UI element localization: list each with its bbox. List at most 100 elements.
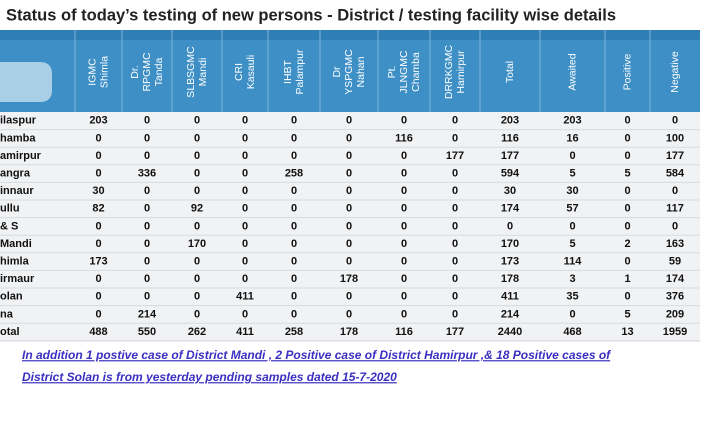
footnote: In addition 1 postive case of District M…: [22, 348, 611, 362]
cell-value: 0: [624, 115, 630, 127]
cell-value: 3: [569, 273, 575, 285]
cell-value: 0: [624, 185, 630, 197]
cell-value: 5: [624, 308, 630, 320]
cell-value: 0: [242, 168, 248, 180]
row-label: olan: [0, 291, 23, 303]
cell-value: 0: [569, 308, 575, 320]
cell-value: 0: [194, 220, 200, 232]
cell-value: 0: [242, 220, 248, 232]
cell-value: 0: [346, 308, 352, 320]
column-header: Negative: [669, 51, 681, 93]
cell-value: 488: [89, 326, 107, 338]
column-header: Palampur: [294, 49, 306, 94]
column-header: Awaited: [566, 53, 578, 90]
cell-value: 0: [346, 115, 352, 127]
cell-value: 116: [501, 132, 519, 144]
column-header: Mandi: [197, 58, 209, 87]
cell-value: 0: [401, 168, 407, 180]
cell-value: 173: [89, 256, 107, 268]
cell-value: 178: [501, 273, 519, 285]
cell-value: 35: [566, 291, 578, 303]
cell-value: 411: [501, 291, 519, 303]
column-header: CRI: [233, 63, 245, 81]
cell-value: 0: [452, 132, 458, 144]
cell-value: 0: [194, 132, 200, 144]
cell-value: 174: [501, 203, 520, 215]
cell-value: 0: [452, 273, 458, 285]
cell-value: 0: [452, 256, 458, 268]
cell-value: 116: [395, 326, 413, 338]
row-label: hamba: [0, 132, 36, 144]
cell-value: 0: [144, 238, 150, 250]
cell-value: 0: [242, 185, 248, 197]
column-header: Tanda: [153, 58, 165, 87]
table-body: [0, 112, 700, 342]
cell-value: 0: [95, 150, 101, 162]
cell-value: 0: [95, 291, 101, 303]
cell-value: 262: [188, 326, 206, 338]
cell-value: 411: [236, 291, 254, 303]
cell-value: 0: [194, 291, 200, 303]
cell-value: 0: [291, 115, 297, 127]
cell-value: 0: [452, 238, 458, 250]
cell-value: 0: [401, 256, 407, 268]
cell-value: 258: [285, 326, 303, 338]
cell-value: 0: [346, 150, 352, 162]
cell-value: 30: [92, 185, 104, 197]
cell-value: 0: [401, 203, 407, 215]
cell-value: 0: [672, 220, 678, 232]
cell-value: 0: [144, 220, 150, 232]
cell-value: 0: [291, 238, 297, 250]
cell-value: 468: [563, 326, 581, 338]
cell-value: 92: [191, 203, 203, 215]
cell-value: 57: [566, 203, 578, 215]
cell-value: 0: [346, 238, 352, 250]
row-label: Mandi: [0, 238, 32, 250]
column-header: Dr.: [129, 65, 141, 78]
cell-value: 173: [501, 256, 519, 268]
cell-value: 0: [95, 132, 101, 144]
cell-value: 177: [446, 150, 464, 162]
cell-value: 336: [138, 168, 156, 180]
cell-value: 0: [194, 115, 200, 127]
cell-value: 0: [242, 238, 248, 250]
footnote: District Solan is from yesterday pending…: [22, 370, 397, 384]
row-label: amirpur: [0, 150, 42, 162]
cell-value: 0: [95, 220, 101, 232]
column-header: Chamba: [410, 52, 422, 92]
cell-value: 177: [666, 150, 684, 162]
cell-value: 0: [95, 238, 101, 250]
cell-value: 13: [621, 326, 633, 338]
cell-value: 5: [569, 168, 575, 180]
cell-value: 0: [291, 291, 297, 303]
cell-value: 203: [563, 115, 581, 127]
cell-value: 584: [666, 168, 685, 180]
cell-value: 0: [194, 308, 200, 320]
cell-value: 0: [95, 273, 101, 285]
header-band: [0, 30, 700, 112]
cell-value: 0: [144, 291, 150, 303]
cell-value: 0: [144, 256, 150, 268]
column-header: Pt.: [386, 66, 398, 79]
cell-value: 2: [624, 238, 630, 250]
cell-value: 0: [194, 168, 200, 180]
cell-value: 0: [569, 150, 575, 162]
cell-value: 0: [452, 168, 458, 180]
cell-value: 209: [666, 308, 684, 320]
cell-value: 170: [501, 238, 519, 250]
row-label: & S: [0, 220, 18, 232]
row-label: irmaur: [0, 273, 35, 285]
column-header: IGMC: [86, 58, 98, 86]
cell-value: 2440: [498, 326, 522, 338]
cell-value: 170: [188, 238, 206, 250]
cell-value: 178: [340, 326, 358, 338]
column-header: DRRKGMC: [443, 44, 455, 99]
cell-value: 116: [395, 132, 413, 144]
header-tab: [0, 62, 52, 102]
cell-value: 0: [242, 256, 248, 268]
cell-value: 163: [666, 238, 684, 250]
cell-value: 0: [672, 185, 678, 197]
cell-value: 0: [291, 220, 297, 232]
row-label: angra: [0, 168, 31, 180]
